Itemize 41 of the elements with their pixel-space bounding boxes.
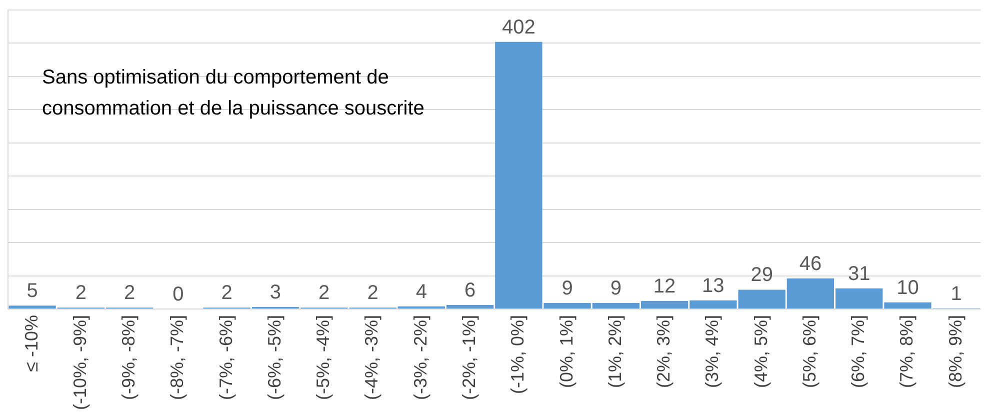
annotation: Sans optimisation du comportement de consommation et de la puissance souscrite — [42, 66, 424, 120]
x-tick-label: (5%, 6%] — [799, 314, 820, 388]
data-label: 13 — [702, 274, 724, 297]
x-tick-label: (-6%, -5%] — [264, 314, 284, 400]
data-label: 2 — [124, 282, 136, 304]
x-tick-label: (1%, 2%] — [604, 314, 625, 388]
x-tick-label: (4%, 5%] — [750, 314, 771, 388]
data-label: 4 — [416, 280, 427, 303]
x-tick-label: (3%, 4%] — [702, 314, 722, 388]
data-label: 2 — [221, 282, 232, 304]
x-tick-label: (-3%, -2%] — [410, 314, 430, 400]
x-tick-label: (-1%, 0%] — [508, 314, 528, 394]
x-tick-label: (-8%, -7%] — [167, 314, 188, 400]
data-label: 29 — [750, 264, 773, 286]
x-tick-label: (8%, 9%] — [945, 314, 966, 388]
data-label: 6 — [464, 280, 476, 302]
data-label: 2 — [75, 282, 87, 304]
x-tick-label: (-5%, -4%] — [313, 314, 334, 400]
data-label: 2 — [318, 282, 330, 304]
x-tick-label: (2%, 3%] — [654, 314, 674, 388]
data-label: 46 — [799, 252, 822, 275]
x-tick-label: (0%, 1%] — [556, 314, 576, 388]
data-label: 5 — [26, 280, 38, 302]
data-label: 31 — [848, 262, 870, 285]
x-tick-label: (-7%, -6%] — [216, 314, 236, 400]
data-label: 1 — [950, 282, 962, 305]
data-label: 2 — [367, 282, 378, 304]
data-label: 9 — [610, 278, 622, 300]
x-tick-label: (-4%, -3%] — [362, 314, 382, 400]
data-label: 0 — [172, 283, 184, 306]
data-label: 3 — [270, 281, 282, 304]
x-tick-label: (-9%, -8%] — [118, 314, 139, 400]
x-tick-label: (-2%, -1%] — [458, 314, 479, 400]
data-label: 12 — [653, 276, 676, 298]
x-tick-label: (6%, 7%] — [848, 314, 868, 388]
x-tick-label: (7%, 8%] — [896, 314, 917, 388]
data-label: 10 — [896, 276, 919, 299]
x-tick-label: ≤ -10% — [21, 314, 42, 372]
data-label: 402 — [502, 16, 536, 38]
x-tick-label: (-10%, -9%] — [70, 314, 90, 410]
data-label: 9 — [562, 278, 573, 300]
